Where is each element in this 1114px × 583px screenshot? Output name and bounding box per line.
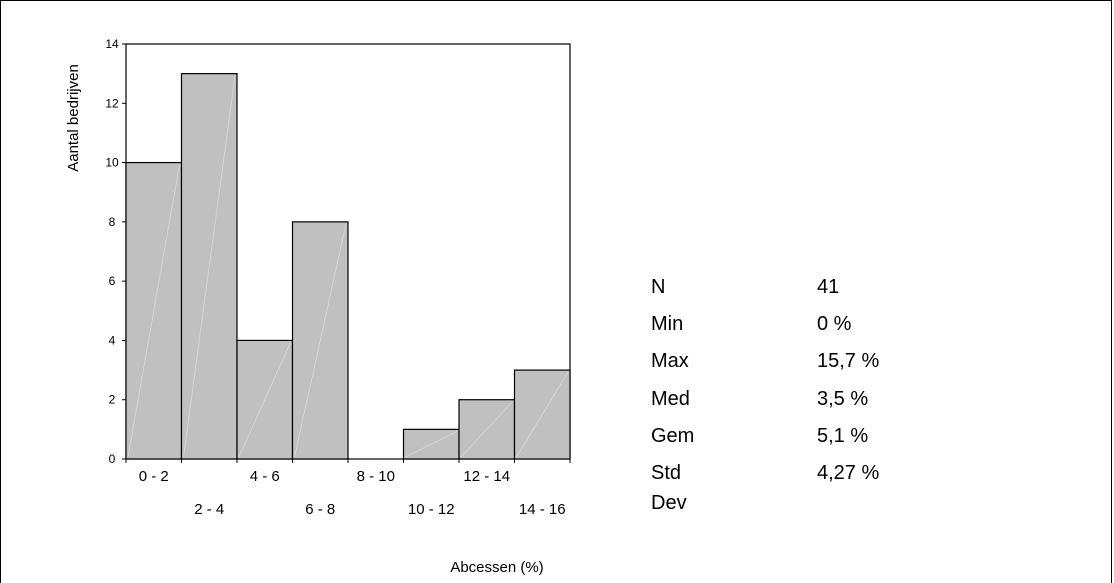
x-category-label: 14 - 16 [519, 501, 566, 518]
plot-area: 0 2 4 6 8 10 12 14 0 - 2 2 - 4 4 - 6 6 - 8 8 - 10 10 … [105, 37, 571, 518]
y-axis-title: Aantal bedrijven [65, 64, 82, 172]
x-category-label: 8 - 10 [357, 468, 395, 485]
y-tick-label: 10 [105, 156, 119, 170]
stat-value: 41 [817, 276, 840, 298]
stat-label: Med [651, 387, 690, 410]
y-tick-label: 14 [105, 37, 119, 51]
bar-shading-line [238, 342, 291, 458]
x-category-label: 12 - 14 [463, 468, 510, 485]
y-tick-label: 6 [109, 274, 116, 288]
x-category-label: 2 - 4 [194, 501, 224, 518]
stat-value: 4,27 % [817, 461, 880, 484]
bar-shading-line [294, 223, 347, 458]
y-tick-label: 2 [109, 393, 116, 407]
stat-value: 5,1 % [817, 424, 869, 447]
bar-shading-line [405, 430, 458, 458]
stat-value: 3,5 % [817, 387, 869, 410]
bar-shading-line [516, 371, 569, 458]
x-category-label: 6 - 8 [305, 501, 335, 518]
bar-shading-line [183, 75, 236, 458]
stat-label: Min [651, 313, 684, 336]
stat-label: N [651, 276, 666, 298]
stat-label: Gem [651, 424, 695, 447]
stat-label: Std Dev [651, 461, 687, 514]
x-category-label: 10 - 12 [408, 501, 455, 518]
y-tick-label: 4 [109, 333, 116, 347]
stat-label: Max [651, 350, 689, 373]
y-tick-label: 0 [109, 452, 116, 466]
stat-value: 15,7 % [817, 350, 880, 373]
bar-shading-line [127, 164, 180, 458]
x-category-label: 0 - 2 [139, 468, 169, 485]
x-axis-title: Abcessen (%) [450, 559, 543, 576]
bar-shading-line [460, 401, 513, 458]
x-category-label: 4 - 6 [250, 468, 280, 485]
y-tick-label: 12 [105, 96, 119, 110]
stat-value: 0 % [817, 313, 852, 336]
y-tick-label: 8 [109, 215, 116, 229]
